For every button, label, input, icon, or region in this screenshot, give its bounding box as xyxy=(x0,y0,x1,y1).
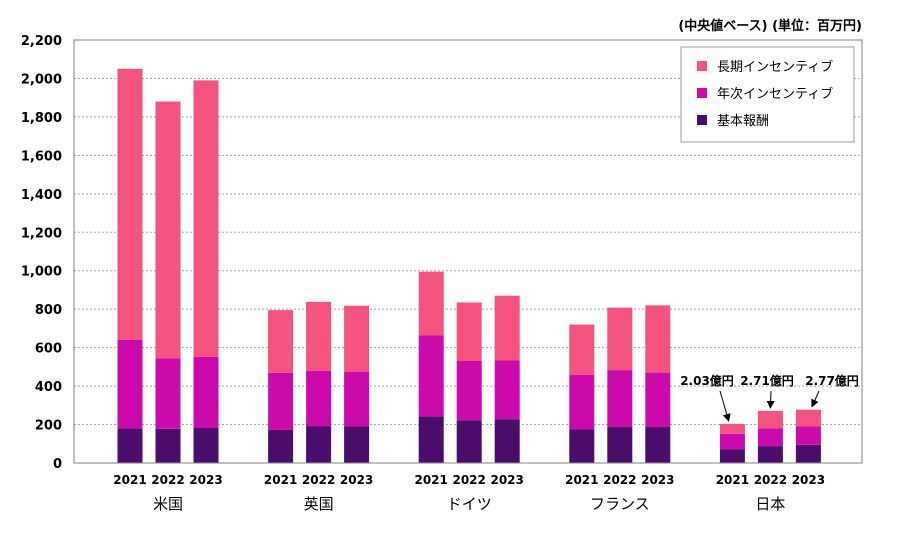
y-tick-label: 0 xyxy=(53,457,62,472)
y-tick-label: 1,600 xyxy=(21,149,62,164)
annotation-label: 2.71億円 xyxy=(740,373,794,388)
bar-segment xyxy=(719,449,745,463)
bar-segment xyxy=(719,423,745,434)
bar-segment xyxy=(117,428,143,463)
bar-segment xyxy=(757,446,783,463)
annotations: 2.03億円 2.71億円 2.77億円 xyxy=(680,373,859,422)
bar-segment xyxy=(418,335,444,417)
bar-segment xyxy=(344,305,370,372)
legend-label: 年次インセンティブ xyxy=(717,86,833,102)
bar-segment xyxy=(117,339,143,429)
x-tick-label: 2021 xyxy=(414,473,447,487)
y-tick-label: 800 xyxy=(35,303,62,318)
group-label: 日本 xyxy=(755,495,785,513)
bar-segment xyxy=(344,371,370,427)
annotation-label: 2.77億円 xyxy=(805,373,859,388)
y-tick-label: 400 xyxy=(35,380,62,395)
bar-segment xyxy=(645,305,671,373)
annotation-arrow xyxy=(719,390,731,422)
x-tick-label: 2022 xyxy=(302,473,335,487)
bar-segment xyxy=(306,301,332,371)
bar-segment xyxy=(268,310,294,373)
group-label: フランス xyxy=(590,495,650,513)
bar-segment xyxy=(155,428,181,463)
y-tick-label: 1,400 xyxy=(21,188,62,203)
bar-segment xyxy=(456,420,482,463)
x-tick-label: 2021 xyxy=(565,473,598,487)
bar-segment xyxy=(494,419,520,463)
x-tick-label: 2022 xyxy=(151,473,184,487)
x-tick-label: 2023 xyxy=(490,473,523,487)
annotation-arrow xyxy=(766,390,775,409)
x-tick-label: 2023 xyxy=(641,473,674,487)
bar-segment xyxy=(494,360,520,420)
legend-box xyxy=(680,46,855,143)
bar-segment xyxy=(268,372,294,430)
bar-segment xyxy=(155,101,181,359)
legend-label: 基本報酬 xyxy=(717,114,769,129)
bar-segment xyxy=(306,370,332,427)
group-label: ドイツ xyxy=(447,495,492,513)
y-tick-label: 1,800 xyxy=(21,111,62,126)
bar-segment xyxy=(607,307,633,371)
x-tick-label: 2021 xyxy=(264,473,297,487)
x-tick-label: 2023 xyxy=(792,473,825,487)
bar-segment xyxy=(344,426,370,463)
legend-swatch xyxy=(697,61,707,71)
x-tick-label: 2021 xyxy=(716,473,749,487)
y-tick-label: 1,200 xyxy=(21,226,62,241)
bar-segment xyxy=(193,80,219,357)
bar-segment xyxy=(607,427,633,463)
group-label: 英国 xyxy=(304,495,334,513)
legend-swatch xyxy=(697,88,707,98)
x-tick-label: 2023 xyxy=(189,473,222,487)
legend-label: 長期インセンティブ xyxy=(717,59,833,75)
bar-segment xyxy=(645,372,671,428)
bar-segment xyxy=(757,428,783,447)
y-tick-label: 1,000 xyxy=(21,265,62,280)
bar-segment xyxy=(418,416,444,463)
bar-segment xyxy=(193,356,219,429)
bars xyxy=(117,68,821,463)
bar-segment xyxy=(306,426,332,463)
bar-segment xyxy=(268,429,294,463)
bar-segment xyxy=(795,426,821,445)
y-tick-label: 2,000 xyxy=(21,72,62,87)
bar-segment xyxy=(757,410,783,429)
bar-segment xyxy=(456,360,482,421)
bar-segment xyxy=(418,271,444,336)
bar-segment xyxy=(193,428,219,463)
unit-label: (中央値ベース) (単位：百万円) xyxy=(678,18,862,34)
bar-segment xyxy=(569,324,595,375)
bar-segment xyxy=(645,427,671,463)
x-tick-label: 2022 xyxy=(603,473,636,487)
bar-segment xyxy=(456,302,482,361)
x-tick-label: 2022 xyxy=(754,473,787,487)
bar-segment xyxy=(494,295,520,361)
group-label: 米国 xyxy=(153,495,183,513)
annotation-arrow xyxy=(811,390,820,408)
bar-segment xyxy=(569,429,595,463)
annotation-label: 2.03億円 xyxy=(680,373,734,388)
x-tick-label: 2022 xyxy=(452,473,485,487)
bar-segment xyxy=(795,409,821,427)
axes: 0 200 400 600 800 1,000 1,200 1,400 1,600 1,800 2,… xyxy=(21,34,863,513)
plot-frame xyxy=(73,39,863,464)
y-tick-label: 200 xyxy=(35,419,62,434)
legend-swatch xyxy=(697,115,707,125)
bar-segment xyxy=(155,358,181,429)
x-tick-label: 2021 xyxy=(113,473,146,487)
bar-segment xyxy=(117,68,143,340)
bar-segment xyxy=(569,374,595,430)
bar-segment xyxy=(795,444,821,463)
y-tick-label: 600 xyxy=(35,342,62,357)
y-tick-label: 2,200 xyxy=(21,34,62,49)
bar-segment xyxy=(719,433,745,450)
x-tick-label: 2023 xyxy=(340,473,373,487)
bar-segment xyxy=(607,370,633,428)
